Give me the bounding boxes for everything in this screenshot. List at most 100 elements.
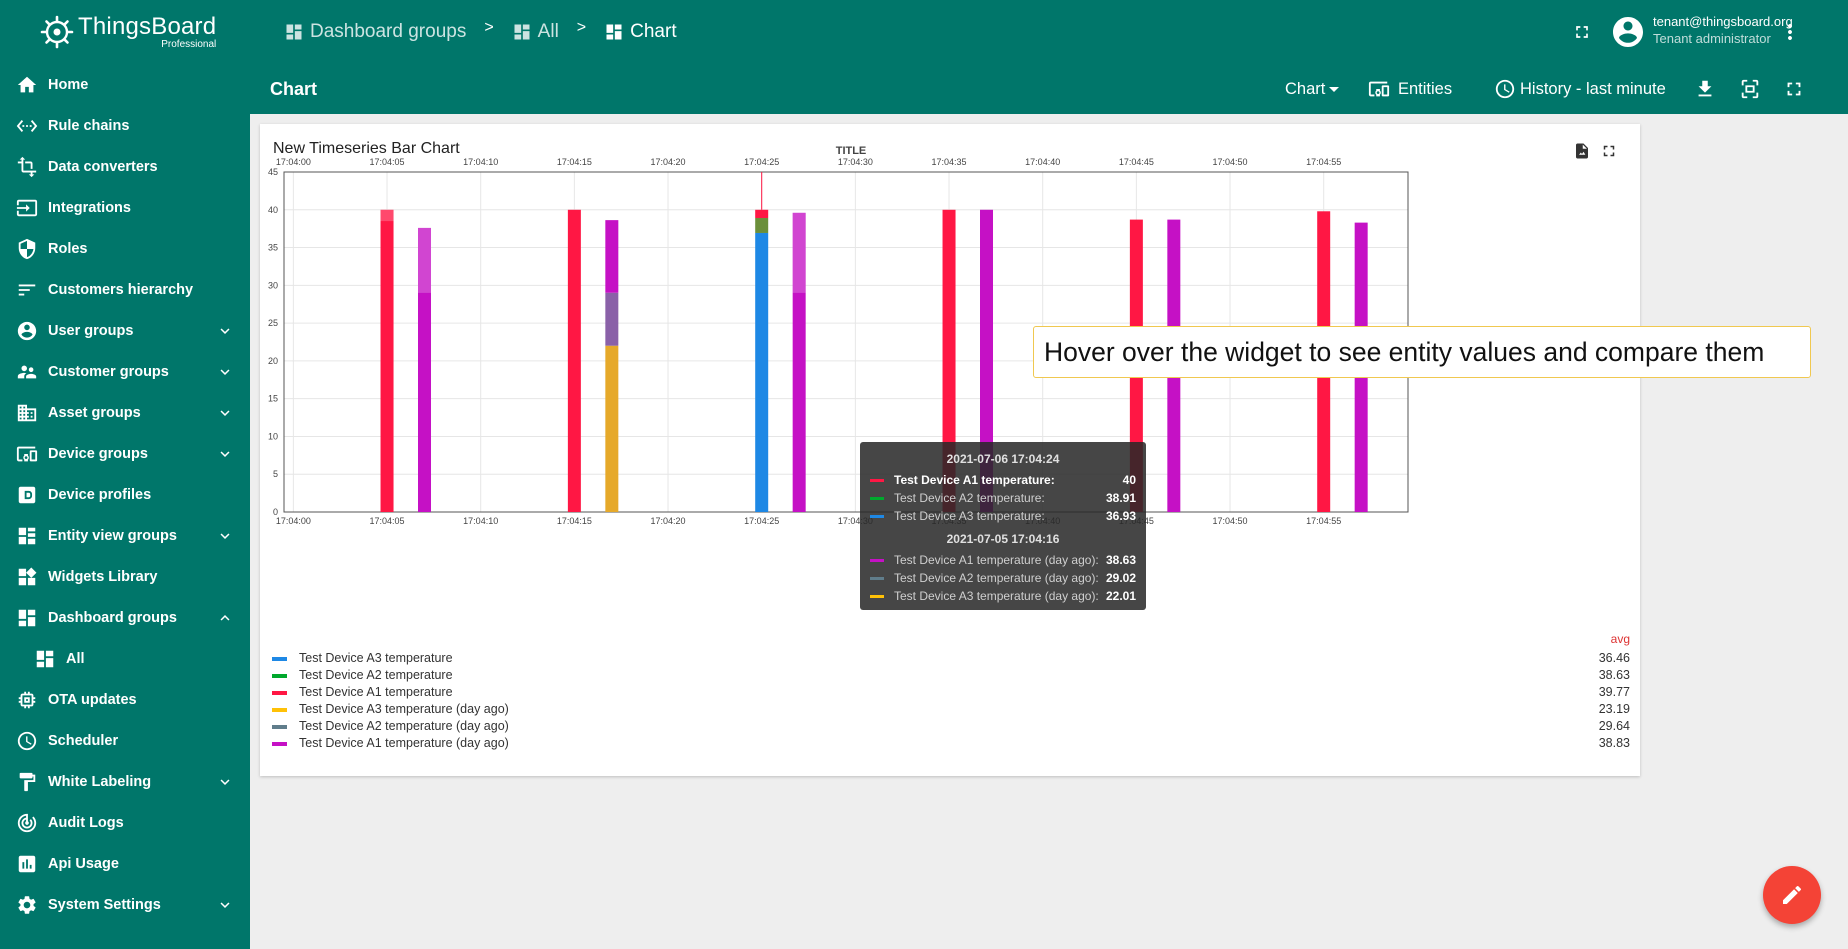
tooltip-swatch [870, 559, 884, 562]
sidebar-item-rule-chains[interactable]: Rule chains [0, 105, 250, 146]
legend-swatch [272, 657, 287, 661]
devices-other-icon [1368, 81, 1390, 97]
insert-chart-icon [16, 853, 38, 875]
x-tick-label: 17:04:20 [651, 516, 686, 526]
sidebar-item-asset-groups[interactable]: Asset groups [0, 392, 250, 433]
edit-icon [1783, 885, 1802, 904]
bar [380, 209, 394, 512]
download-button[interactable] [1694, 64, 1716, 114]
y-tick-label: 15 [268, 394, 278, 404]
x-tick-label: 17:04:05 [370, 516, 405, 526]
edit-dashboard-button[interactable] [1763, 866, 1821, 924]
sidebar-item-label: Entity view groups [48, 527, 177, 544]
shield-icon [16, 238, 38, 260]
format-paint-icon [16, 771, 38, 793]
sidebar-item-data-converters[interactable]: Data converters [0, 146, 250, 187]
breadcrumb: Dashboard groups > All > Chart [284, 0, 677, 64]
dashboard-icon [16, 607, 38, 629]
sidebar-item-home[interactable]: Home [0, 64, 250, 105]
y-tick-label: 30 [268, 280, 278, 290]
sidebar-item-roles[interactable]: Roles [0, 228, 250, 269]
tooltip-row: Test Device A2 temperature: 38.91 [870, 490, 1146, 506]
file-export-icon [1576, 143, 1588, 159]
brand-edition: Professional [161, 38, 217, 50]
domain-icon [16, 402, 38, 424]
user-menu-button[interactable] [1778, 20, 1802, 44]
user-info: tenant@thingsboard.org Tenant administra… [1653, 13, 1793, 47]
thingsboard-logo-icon [40, 15, 74, 49]
dashboard-state-select[interactable]: Chart [1285, 64, 1340, 114]
widget-fullscreen-button[interactable] [1600, 142, 1618, 160]
x-tick-label-top: 17:04:30 [838, 157, 873, 167]
breadcrumb-dashboard-groups[interactable]: Dashboard groups [284, 21, 466, 43]
tooltip-label: Test Device A2 temperature (day ago): [894, 571, 1099, 585]
breadcrumb-all[interactable]: All [512, 21, 559, 43]
legend-item[interactable]: Test Device A3 temperature (day ago) 23.1… [272, 700, 1630, 720]
chevron-down-icon[interactable] [216, 896, 234, 914]
chevron-down-icon[interactable] [216, 527, 234, 545]
legend-item[interactable]: Test Device A1 temperature (day ago) 38.8… [272, 734, 1630, 754]
x-tick-label: 17:04:30 [838, 516, 873, 526]
user-role: Tenant administrator [1653, 31, 1771, 46]
schedule-icon [1495, 79, 1515, 99]
sidebar-item-device-profiles[interactable]: Device profiles [0, 474, 250, 515]
breadcrumb-label: Chart [630, 21, 677, 42]
sidebar-item-white-labeling[interactable]: White Labeling [0, 761, 250, 802]
track-changes-icon [16, 812, 38, 834]
chevron-down-icon[interactable] [216, 363, 234, 381]
legend-item[interactable]: Test Device A2 temperature (day ago) 29.6… [272, 717, 1630, 737]
bar [942, 209, 956, 512]
widget-export-button[interactable] [1573, 142, 1591, 160]
x-tick-label: 17:04:00 [276, 516, 311, 526]
sidebar-item-label: Integrations [48, 199, 131, 216]
user-avatar[interactable] [1610, 14, 1646, 50]
sidebar-item-label: Rule chains [48, 117, 130, 134]
chevron-down-icon[interactable] [216, 322, 234, 340]
legend-item[interactable]: Test Device A2 temperature 38.63 [272, 666, 1630, 686]
dashboard-fullscreen-button[interactable] [1783, 64, 1805, 114]
sidebar-item-widgets-library[interactable]: Widgets Library [0, 556, 250, 597]
sidebar-item-customer-groups[interactable]: Customer groups [0, 351, 250, 392]
sidebar-item-device-groups[interactable]: Device groups [0, 433, 250, 474]
sidebar-item-customers-hierarchy[interactable]: Customers hierarchy [0, 269, 250, 310]
sidebar-item-integrations[interactable]: Integrations [0, 187, 250, 228]
fullscreen-icon [1603, 145, 1615, 157]
tooltip-current-time: 2021-07-06 17:04:24 [946, 452, 1060, 466]
entities-button[interactable]: Entities [1368, 64, 1452, 114]
y-tick-label: 5 [273, 469, 278, 479]
schedule-icon [16, 730, 38, 752]
legend-label: Test Device A3 temperature [299, 651, 453, 665]
sidebar-item-all[interactable]: All [0, 638, 250, 679]
chevron-down-icon[interactable] [216, 404, 234, 422]
legend-avg-value: 36.46 [1598, 651, 1630, 665]
devices-other-icon [16, 443, 38, 465]
legend-item[interactable]: Test Device A1 temperature 39.77 [272, 683, 1630, 703]
bar-chart[interactable]: TITLE05101520253035404517:04:0017:04:001… [260, 124, 1640, 776]
sidebar-item-dashboard-groups[interactable]: Dashboard groups [0, 597, 250, 638]
chevron-up-icon[interactable] [216, 609, 234, 627]
legend-avg-value: 23.19 [1598, 702, 1630, 716]
fullscreen-toggle-button[interactable] [1572, 22, 1592, 42]
sidebar-item-system-settings[interactable]: System Settings [0, 884, 250, 925]
x-tick-label-top: 17:04:05 [370, 157, 405, 167]
bar-overlap-shade [792, 212, 806, 293]
sidebar-item-label: Scheduler [48, 732, 119, 749]
legend-swatch [272, 708, 287, 712]
sidebar-item-api-usage[interactable]: Api Usage [0, 843, 250, 884]
timewindow-button[interactable]: History - last minute [1494, 64, 1666, 114]
sidebar-item-entity-view-groups[interactable]: Entity view groups [0, 515, 250, 556]
dashboard-toolbar: Chart Chart Entities History - last minu… [250, 64, 1848, 114]
chevron-down-icon[interactable] [216, 445, 234, 463]
tooltip-label: Test Device A1 temperature: [894, 473, 1055, 487]
sidebar-item-label: Customer groups [48, 363, 169, 380]
sidebar-item-audit-logs[interactable]: Audit Logs [0, 802, 250, 843]
tooltip-swatch [870, 577, 884, 580]
legend-item[interactable]: Test Device A3 temperature 36.46 [272, 649, 1630, 669]
sidebar-item-label: User groups [48, 322, 134, 339]
sidebar-item-user-groups[interactable]: User groups [0, 310, 250, 351]
export-screenshot-button[interactable] [1739, 64, 1761, 114]
sidebar-item-ota-updates[interactable]: OTA updates [0, 679, 250, 720]
chevron-down-icon[interactable] [216, 773, 234, 791]
logo[interactable]: ThingsBoard Professional [0, 0, 250, 64]
sidebar-item-scheduler[interactable]: Scheduler [0, 720, 250, 761]
